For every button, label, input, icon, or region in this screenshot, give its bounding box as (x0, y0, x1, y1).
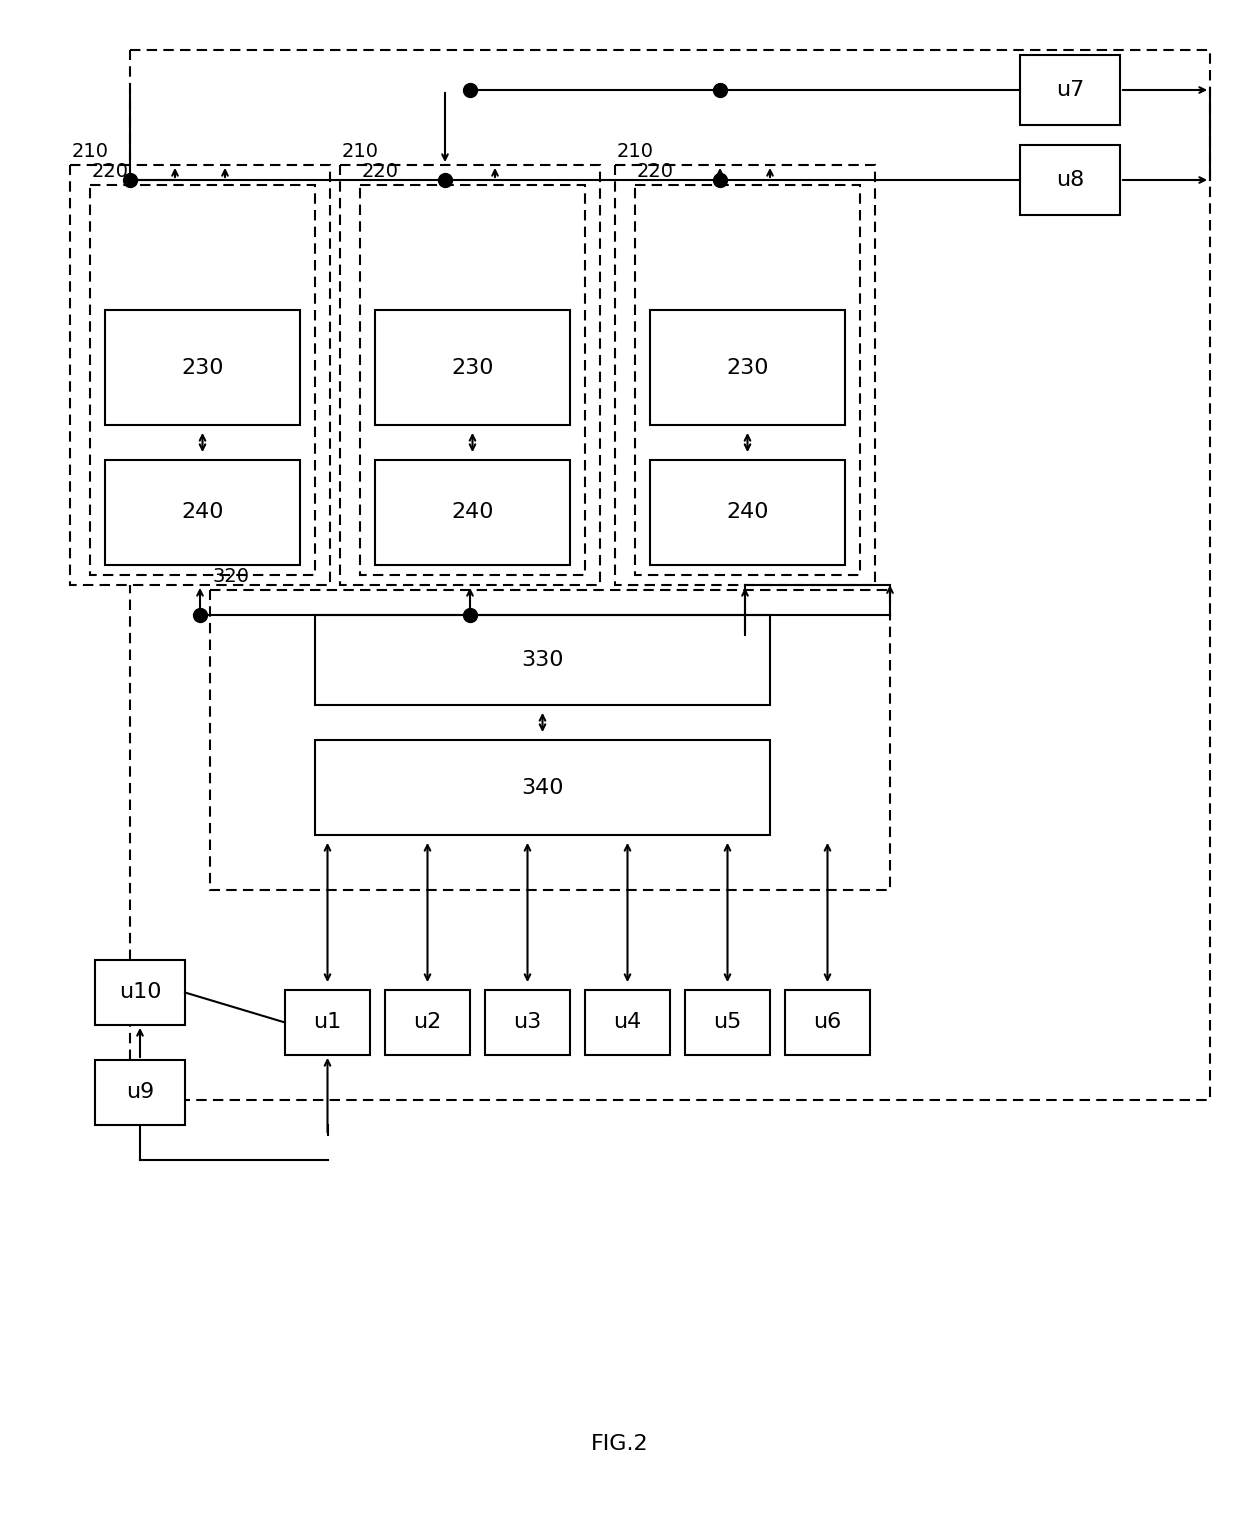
Bar (1021, 55, 1120, 124)
Bar (315, 615, 770, 706)
Text: u9: u9 (126, 1083, 154, 1103)
Text: u8: u8 (1056, 170, 1084, 190)
Bar (635, 186, 861, 575)
Bar (91, 186, 315, 575)
Bar (374, 310, 570, 425)
Bar (684, 989, 770, 1055)
Bar (285, 989, 370, 1055)
Bar (360, 186, 585, 575)
Bar (650, 460, 844, 565)
Bar (95, 960, 185, 1025)
Text: 330: 330 (521, 650, 564, 670)
Text: u7: u7 (1056, 80, 1084, 100)
Bar (69, 166, 330, 584)
Text: 220: 220 (92, 163, 129, 181)
Bar (374, 460, 570, 565)
Text: u6: u6 (813, 1012, 842, 1032)
Bar (105, 310, 300, 425)
Text: 220: 220 (362, 163, 399, 181)
Text: 210: 210 (72, 143, 109, 161)
Bar (384, 989, 470, 1055)
Text: u2: u2 (413, 1012, 441, 1032)
Text: 240: 240 (181, 503, 223, 523)
Bar (95, 1060, 185, 1124)
Bar (1021, 146, 1120, 215)
Bar (315, 739, 770, 834)
Bar (130, 51, 1210, 1100)
Bar (105, 460, 300, 565)
Text: u5: u5 (713, 1012, 742, 1032)
Text: u10: u10 (119, 982, 161, 1003)
Text: FIG.2: FIG.2 (591, 1434, 649, 1454)
Bar (340, 166, 600, 584)
Bar (785, 989, 870, 1055)
Text: 220: 220 (637, 163, 675, 181)
Text: 320: 320 (212, 568, 249, 586)
Bar (615, 166, 875, 584)
Text: 340: 340 (521, 778, 564, 798)
Text: 210: 210 (618, 143, 653, 161)
Text: u1: u1 (314, 1012, 342, 1032)
Bar (585, 989, 670, 1055)
Text: 230: 230 (181, 357, 223, 377)
Bar (650, 310, 844, 425)
Bar (210, 591, 890, 890)
Text: 230: 230 (451, 357, 494, 377)
Text: 210: 210 (342, 143, 379, 161)
Text: 240: 240 (727, 503, 769, 523)
Text: 230: 230 (727, 357, 769, 377)
Text: 240: 240 (451, 503, 494, 523)
Bar (485, 989, 570, 1055)
Text: u3: u3 (513, 1012, 542, 1032)
Text: u4: u4 (614, 1012, 641, 1032)
